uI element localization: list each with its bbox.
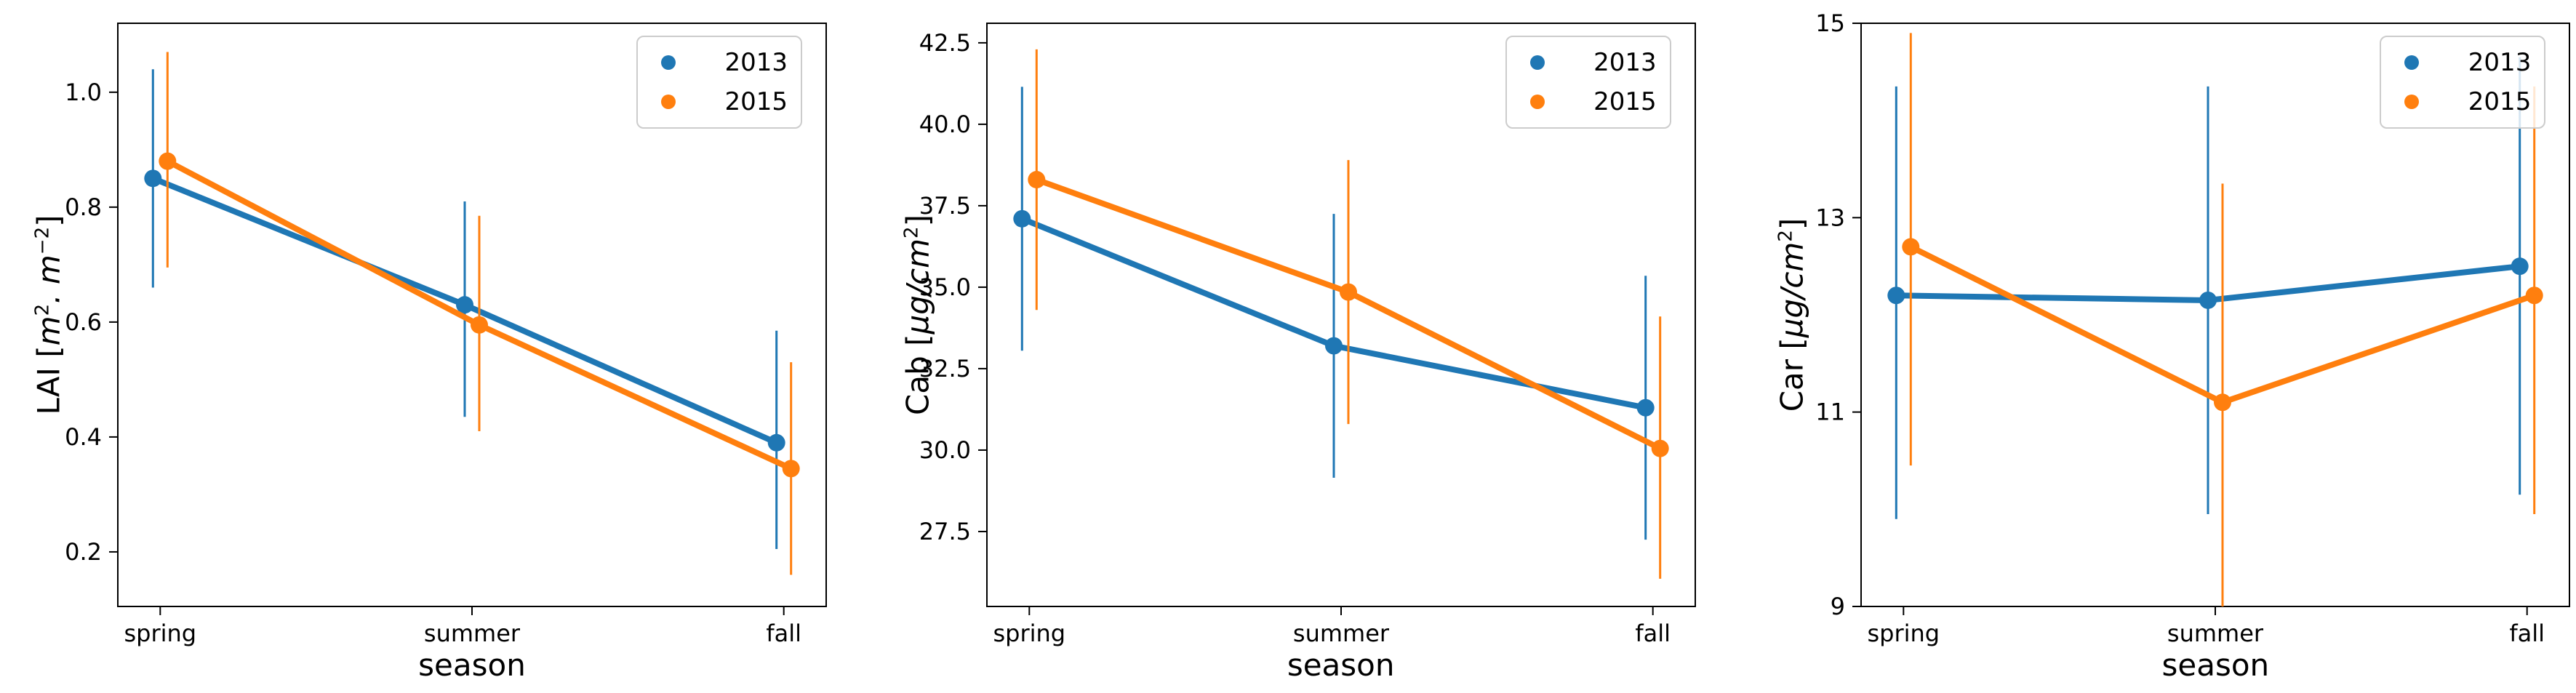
data-point-2013-fall [1636,398,1655,417]
legend: 2013 2015 [636,36,802,129]
subplot-lai: 0.2 0.4 0.6 0.8 1.0 spring summer fall LAI [m2.… [0,0,859,693]
data-point-2013-summer [456,296,473,314]
subplot-car: 9 11 13 15 spring summer fall Car [µg/cm2] sea… [1717,0,2576,693]
data-point-2013-summer [2199,291,2217,309]
data-point-2013-spring [144,169,162,188]
legend: 2013 2015 [1505,36,1671,129]
x-axis-label: season [2161,647,2270,683]
data-point-2015-fall [782,460,800,478]
y-axis-label-unit: µg/cm2 [900,226,936,335]
data-point-2015-fall [1651,439,1669,457]
y-tick-label: 35.0 [919,273,970,301]
x-tick-label-summer: summer [2167,620,2264,647]
y-tick-label: 40.0 [919,111,970,138]
legend-marker-icon [661,55,676,70]
data-point-2013-spring [1887,287,1905,305]
y-axis-label: Car [µg/cm2] [1774,217,1810,412]
plot-svg: 0.2 0.4 0.6 0.8 1.0 spring summer fall [65,23,827,647]
legend-entry-2015: 2015 [2391,85,2531,119]
y-tick-label: 30.0 [919,436,970,464]
x-tick-label-spring: spring [124,620,196,647]
legend-marker-icon [2404,95,2420,109]
subplot-cab: 27.5 30.0 32.5 35.0 37.5 40.0 42.5 spring summer… [859,0,1718,693]
y-tick-label: 15 [1816,9,1846,37]
y-axis-label-unit: m2. m−2 [31,226,67,346]
legend-entry-2013: 2013 [2391,46,2531,79]
y-tick-label: 0.4 [65,423,102,451]
plot-svg: 9 11 13 15 spring summer fall [1816,9,2571,647]
legend-label: 2015 [724,87,788,116]
data-point-2015-spring [1902,238,1920,256]
legend-entry-2013: 2013 [1517,46,1657,79]
y-tick-label: 0.6 [65,308,102,336]
data-point-2013-fall [2511,257,2529,276]
legend-entry-2015: 2015 [1517,85,1657,119]
legend: 2013 2015 [2380,36,2546,129]
y-axis-label: Cab [µg/cm2] [900,215,936,415]
legend-marker-icon [1529,95,1545,109]
legend-marker-icon [1529,55,1545,70]
plot-svg: 27.5 30.0 32.5 35.0 37.5 40.0 42.5 spring summer… [919,23,1696,647]
legend-label: 2015 [1593,87,1657,116]
data-point-2015-summer [1339,283,1357,301]
data-point-2015-spring [159,152,177,170]
x-tick-label-spring: spring [993,620,1065,647]
y-axis-label-unit: µg/cm2 [1774,230,1810,338]
y-axis-label-name: LAI [31,367,67,415]
x-tick-label-spring: spring [1868,620,1940,647]
x-tick-label-fall: fall [2510,620,2545,647]
data-point-2015-summer [2214,393,2232,412]
data-point-2015-spring [1027,171,1045,189]
data-point-2013-summer [1324,337,1343,355]
y-tick-label: 0.2 [65,538,102,566]
y-axis-label: LAI [m2. m−2] [31,215,67,415]
data-point-2015-fall [2526,287,2544,305]
legend-marker-icon [661,95,676,109]
y-tick-label: 0.8 [65,193,102,221]
y-tick-label: 27.5 [919,518,970,545]
y-tick-label: 11 [1816,398,1846,426]
legend-entry-2013: 2013 [648,46,788,79]
legend-label: 2015 [2468,87,2532,116]
legend-label: 2013 [1593,48,1657,77]
x-tick-label-fall: fall [1635,620,1671,647]
legend-marker-icon [2404,55,2420,70]
x-axis-label: season [418,647,526,683]
y-tick-label: 9 [1831,593,1845,620]
x-tick-label-summer: summer [424,620,521,647]
legend-entry-2015: 2015 [648,85,788,119]
y-axis-label-name: Cab [900,356,936,415]
data-point-2013-spring [1012,209,1031,228]
y-tick-label: 13 [1816,204,1846,231]
y-tick-label: 1.0 [65,79,102,106]
y-tick-label: 32.5 [919,355,970,382]
legend-label: 2013 [2468,48,2532,77]
x-axis-label: season [1287,647,1395,683]
legend-label: 2013 [724,48,788,77]
data-point-2015-summer [471,316,488,334]
y-tick-label: 37.5 [919,192,970,220]
data-point-2013-fall [767,433,785,452]
y-axis-label-name: Car [1774,358,1810,412]
x-tick-label-fall: fall [766,620,801,647]
y-tick-label: 42.5 [919,29,970,57]
x-tick-label-summer: summer [1293,620,1390,647]
